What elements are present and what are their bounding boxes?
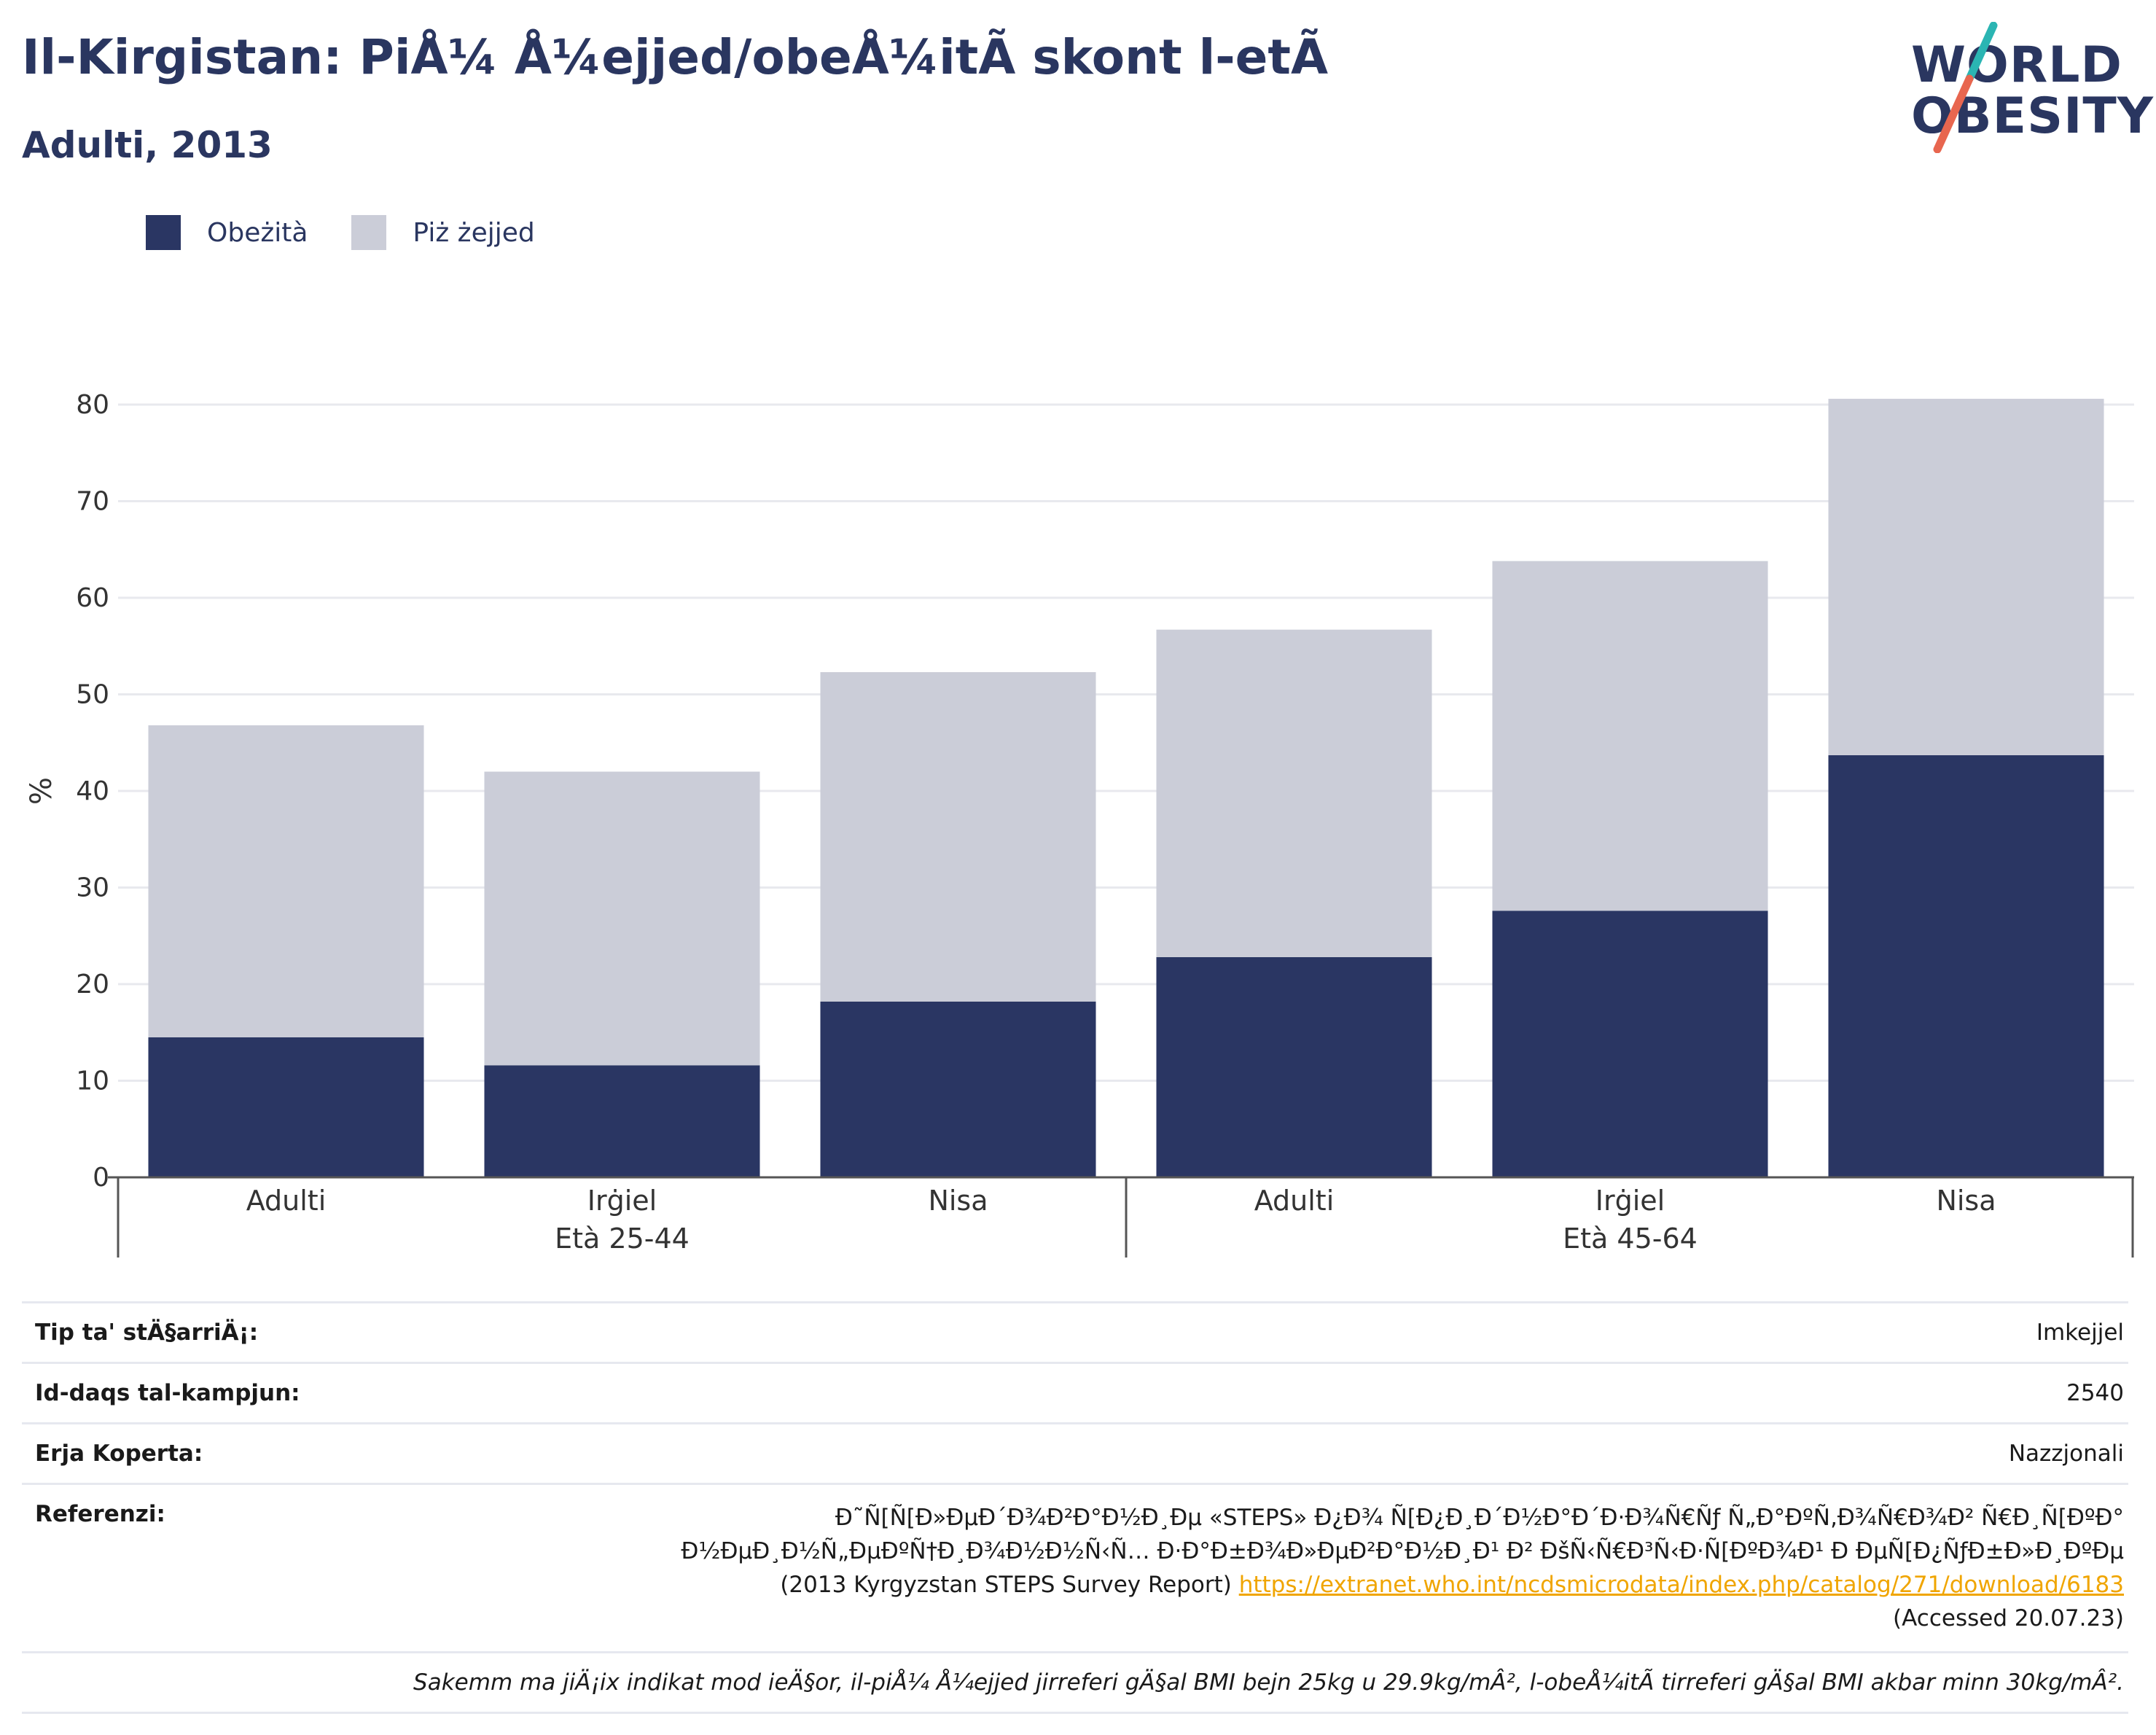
y-tick-label: 50 <box>76 680 109 710</box>
legend-item-overweight[interactable]: Piż żejjed <box>351 215 535 250</box>
references-accessed: (Accessed 20.07.23) <box>1893 1605 2124 1631</box>
bar-obesity[interactable] <box>484 1065 760 1177</box>
info-row-sample-size: Id-daqs tal-kampjun: 2540 <box>22 1362 2128 1422</box>
y-tick-label: 70 <box>76 487 109 517</box>
legend-label-overweight: Piż żejjed <box>413 217 535 248</box>
legend-item-obesity[interactable]: Obeżità <box>146 215 308 250</box>
legend-swatch-overweight <box>351 215 387 250</box>
y-tick-label: 0 <box>93 1163 109 1193</box>
legend-swatch-obesity <box>146 215 181 250</box>
x-tick-label: Nisa <box>928 1185 988 1217</box>
references-text: Ð˜Ñ[Ñ[Ð»ÐµÐ´Ð¾Ð²Ð°Ð½Ð¸Ðµ «STEPS» Ð¿Ð¾ Ñ[… <box>681 1505 2124 1598</box>
info-table: Tip ta' stÄ§arriÄ¡: Imkejjel Id-daqs tal… <box>22 1301 2128 1714</box>
bmi-note: Sakemm ma jiÄ¡ix indikat mod ieÄ§or, il-… <box>413 1669 2124 1696</box>
bar-overweight[interactable] <box>1492 561 1768 911</box>
chart-subtitle: Adulti, 2013 <box>22 124 273 166</box>
world-obesity-logo: WORLD OBESITY <box>1895 22 2153 153</box>
logo-line-world: WORLD <box>1911 36 2122 94</box>
info-row-survey-type: Tip ta' stÄ§arriÄ¡: Imkejjel <box>22 1301 2128 1362</box>
survey-type-label: Tip ta' stÄ§arriÄ¡: <box>35 1319 259 1346</box>
bar-obesity[interactable] <box>1156 956 1432 1177</box>
bar-overweight[interactable] <box>148 725 424 1037</box>
bar-overweight[interactable] <box>820 672 1096 1002</box>
y-tick-label: 10 <box>76 1067 109 1096</box>
sample-size-label: Id-daqs tal-kampjun: <box>35 1380 300 1406</box>
y-tick-label: 60 <box>76 583 109 613</box>
coverage-label: Erja Koperta: <box>35 1440 203 1467</box>
y-tick-label: 20 <box>76 970 109 999</box>
bar-overweight[interactable] <box>1156 629 1432 957</box>
y-tick-label: 40 <box>76 776 109 806</box>
y-tick-label: 80 <box>76 390 109 420</box>
x-group-label: Età 45-64 <box>1563 1223 1698 1255</box>
stacked-bar-chart: 0 10 20 30 40 50 60 70 80% Adulti Irġiel Nisa Adulti… <box>25 390 2134 1258</box>
y-tick-label: 30 <box>76 873 109 903</box>
bar-obesity[interactable] <box>148 1037 424 1177</box>
bar-obesity[interactable] <box>1828 755 2104 1177</box>
x-tick-label: Adulti <box>246 1185 327 1217</box>
sample-size-value: 2540 <box>2066 1380 2124 1406</box>
references-label: Referenzi: <box>35 1501 165 1527</box>
x-tick-label: Irġiel <box>587 1185 657 1217</box>
legend: Obeżità Piż żejjed <box>146 215 579 250</box>
bar-overweight[interactable] <box>1828 399 2104 755</box>
bar-overweight[interactable] <box>484 771 760 1066</box>
chart-title: Il-Kirgistan: PiÅ¼ Å¼ejjed/obeÅ¼itÃ skon… <box>22 29 1329 85</box>
x-tick-label: Irġiel <box>1595 1185 1665 1217</box>
y-axis-title: % <box>25 777 58 805</box>
references-link[interactable]: https://extranet.who.int/ncdsmicrodata/i… <box>1238 1572 2124 1598</box>
references-value: Ð˜Ñ[Ñ[Ð»ÐµÐ´Ð¾Ð²Ð°Ð½Ð¸Ðµ «STEPS» Ð¿Ð¾ Ñ[… <box>666 1501 2124 1635</box>
coverage-value: Nazzjonali <box>2008 1440 2124 1467</box>
survey-type-value: Imkejjel <box>2036 1319 2124 1346</box>
bar-obesity[interactable] <box>820 1001 1096 1177</box>
info-row-coverage: Erja Koperta: Nazzjonali <box>22 1422 2128 1483</box>
info-row-note: Sakemm ma jiÄ¡ix indikat mod ieÄ§or, il-… <box>22 1651 2128 1714</box>
x-tick-label: Adulti <box>1254 1185 1335 1217</box>
logo-slash-icon <box>1933 22 1998 153</box>
bar-obesity[interactable] <box>1492 911 1768 1177</box>
x-tick-label: Nisa <box>1936 1185 1996 1217</box>
x-group-label: Età 25-44 <box>555 1223 690 1255</box>
legend-label-obesity: Obeżità <box>207 217 308 248</box>
info-row-references: Referenzi: Ð˜Ñ[Ñ[Ð»ÐµÐ´Ð¾Ð²Ð°Ð½Ð¸Ðµ «STE… <box>22 1483 2128 1651</box>
